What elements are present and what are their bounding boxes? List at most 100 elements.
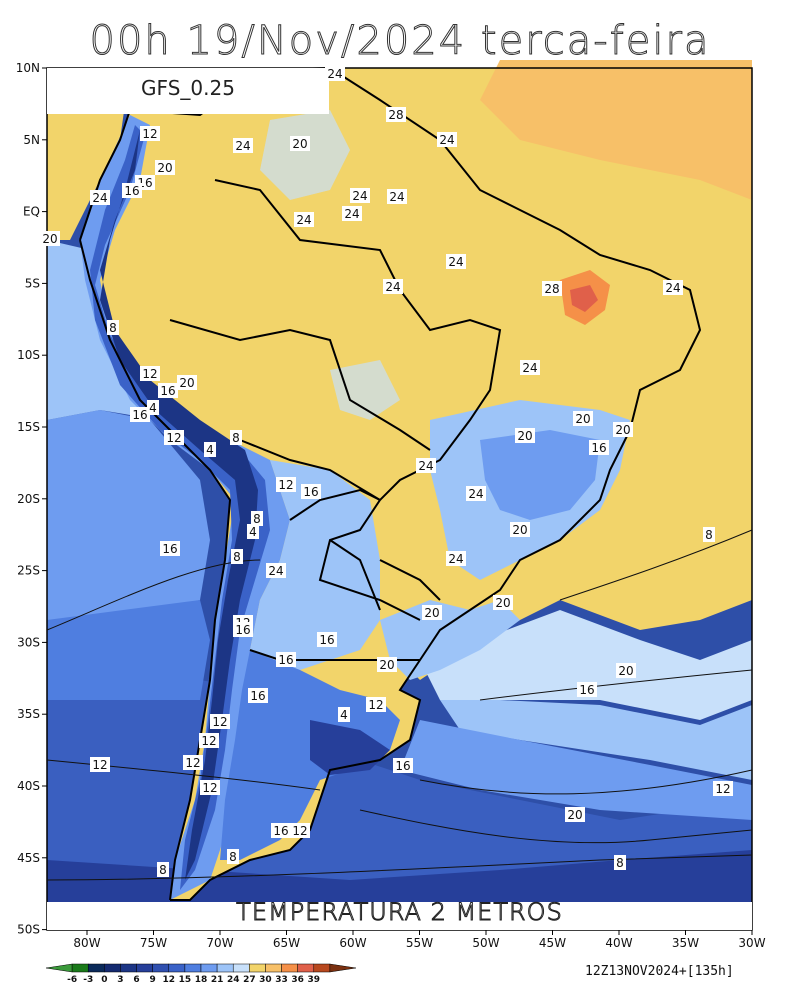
svg-text:20: 20 (615, 423, 630, 437)
svg-text:8: 8 (159, 863, 167, 877)
svg-text:12: 12 (368, 698, 383, 712)
svg-text:12: 12 (166, 431, 181, 445)
svg-text:20: 20 (495, 596, 510, 610)
contour-label: 12 (210, 714, 230, 729)
contour-label: 16 (248, 688, 268, 703)
svg-text:24: 24 (665, 281, 680, 295)
lon-tick-label: 75W (140, 936, 167, 950)
contour-label: 12 (140, 126, 160, 141)
svg-text:8: 8 (253, 512, 261, 526)
colorbar-label: 24 (227, 975, 240, 985)
lat-tick-label: 15S (17, 420, 40, 434)
lon-tick-label: 40W (605, 936, 632, 950)
svg-text:16: 16 (591, 441, 606, 455)
svg-text:16: 16 (132, 408, 147, 422)
svg-text:16: 16 (395, 759, 410, 773)
svg-text:8: 8 (233, 550, 241, 564)
svg-text:24: 24 (344, 207, 359, 221)
svg-text:16: 16 (303, 485, 318, 499)
svg-text:16: 16 (319, 633, 334, 647)
colorbar-swatch (136, 963, 153, 973)
contour-label: 24 (387, 189, 407, 204)
svg-text:16: 16 (235, 623, 250, 637)
svg-text:24: 24 (389, 190, 404, 204)
svg-text:4: 4 (249, 525, 257, 539)
contour-label: 24 (342, 206, 362, 221)
svg-text:24: 24 (327, 67, 342, 81)
colorbar-swatch (87, 963, 105, 973)
lon-tick-label: 55W (406, 936, 433, 950)
colorbar-swatch (45, 963, 73, 973)
contour-label: 20 (493, 595, 513, 610)
svg-text:12: 12 (292, 824, 307, 838)
contour-label: 24 (294, 212, 314, 227)
contour-labels: 24 28 24 12 20 24 20 16 16 24 24 24 24 24 20 24 24 28 24 8 1… (40, 66, 733, 877)
contour-label: 8 (251, 511, 263, 526)
svg-text:8: 8 (229, 850, 237, 864)
contour-label: 24 (663, 280, 683, 295)
contour-label: 20 (573, 411, 593, 426)
svg-text:24: 24 (352, 189, 367, 203)
model-label: GFS_0.25 (141, 76, 235, 100)
contour-label: 16 (160, 541, 180, 556)
contour-label: 20 (377, 657, 397, 672)
colorbar-label: 12 (163, 975, 176, 985)
lon-tick-label: 60W (339, 936, 366, 950)
svg-text:28: 28 (388, 108, 403, 122)
svg-text:24: 24 (92, 191, 107, 205)
colorbar-swatch (71, 963, 89, 973)
contour-label: 8 (231, 549, 243, 564)
lat-tick-label: 10S (17, 348, 40, 362)
contour-label: 20 (616, 663, 636, 678)
contour-label: 24 (233, 138, 253, 153)
contour-label: 20 (422, 605, 442, 620)
contour-label: 20 (515, 428, 535, 443)
colorbar-swatch (329, 963, 357, 973)
svg-text:20: 20 (575, 412, 590, 426)
map-title: 00h 19/Nov/2024 terca-feira (89, 18, 711, 65)
svg-text:24: 24 (448, 552, 463, 566)
contour-label: 4 (338, 707, 350, 722)
lat-tick-label: 5N (23, 133, 40, 147)
svg-text:4: 4 (206, 443, 214, 457)
svg-text:12: 12 (202, 781, 217, 795)
contour-label: 20 (177, 375, 197, 390)
lat-tick-label: 5S (25, 276, 40, 290)
contour-label: 24 (266, 563, 286, 578)
contour-label: 24 (520, 360, 540, 375)
svg-text:20: 20 (424, 606, 439, 620)
colorbar-label: -6 (67, 975, 77, 985)
colorbar-label: 36 (291, 975, 304, 985)
colorbar-label: 0 (101, 975, 107, 985)
svg-text:12: 12 (201, 734, 216, 748)
contour-label: 24 (325, 66, 345, 81)
contour-label: 16 (276, 652, 296, 667)
svg-text:20: 20 (42, 232, 57, 246)
svg-text:28: 28 (544, 282, 559, 296)
contour-label: 24 (90, 190, 110, 205)
svg-text:20: 20 (379, 658, 394, 672)
lat-tick-label: 20S (17, 492, 40, 506)
contour-label: 20 (510, 522, 530, 537)
contour-label: 8 (157, 862, 169, 877)
svg-text:24: 24 (439, 133, 454, 147)
svg-text:24: 24 (468, 487, 483, 501)
contour-label: 16 (233, 622, 253, 637)
contour-label: 12 (164, 430, 184, 445)
svg-text:16: 16 (160, 384, 175, 398)
contour-label: 16 (158, 383, 178, 398)
contour-label: 20 (290, 136, 310, 151)
svg-text:24: 24 (448, 255, 463, 269)
colorbar-label: 15 (179, 975, 192, 985)
contour-label: 12 (90, 757, 110, 772)
longitude-axis: 80W 75W 70W 65W 60W 55W 50W 45W 40W 35W 30W (73, 930, 766, 950)
contour-label: 12 (140, 366, 160, 381)
latitude-axis: 10N 5N EQ 5S 10S 15S 20S 25S 30S 35S 40S 45S 50S (16, 61, 47, 937)
svg-text:24: 24 (385, 280, 400, 294)
svg-text:20: 20 (517, 429, 532, 443)
contour-label: 8 (614, 855, 626, 870)
svg-text:8: 8 (705, 528, 713, 542)
colorbar-swatch (184, 963, 202, 973)
contour-label: 24 (416, 458, 436, 473)
